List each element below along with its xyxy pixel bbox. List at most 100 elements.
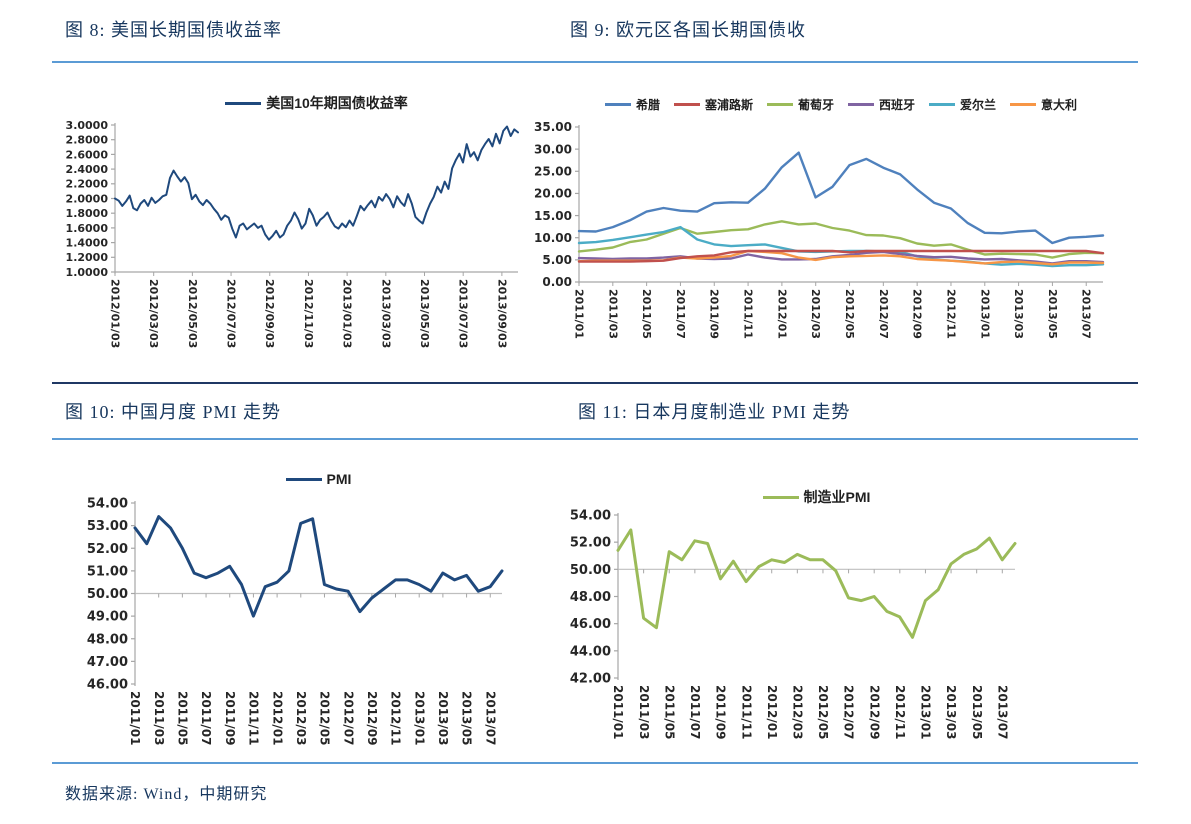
x-tick-label: 2012/07: [341, 691, 355, 745]
chart-eurozone-legend: 希腊 塞浦路斯 葡萄牙 西班牙 爱尔兰 意大利: [579, 96, 1103, 113]
chart-us-10y-legend: 美国10年期国债收益率: [115, 93, 518, 113]
y-tick-label: 50.00: [570, 563, 611, 578]
series-lines: [114, 125, 519, 241]
y-tick-label: 52.00: [87, 542, 128, 557]
x-tick-label: 2011/03: [637, 685, 651, 739]
y-tick-label: 2.0000: [66, 192, 109, 205]
x-tick-label: 2011/07: [199, 691, 213, 745]
y-tick-label: 1.0000: [66, 266, 109, 279]
chart-japan-pmi-legend: 制造业PMI: [618, 487, 1015, 507]
y-tick-label: 54.00: [570, 509, 611, 524]
y-tick-label: 48.00: [87, 632, 128, 647]
y-tick-label: 2.8000: [66, 134, 109, 147]
y-tick-label: 0.00: [542, 275, 572, 289]
y-tick-label: 49.00: [87, 610, 128, 625]
x-tick-label: 2012/01/03: [108, 279, 121, 348]
x-tick-label: 2012/05: [816, 685, 830, 739]
legend-line-swatch: [848, 103, 874, 106]
y-tick-label: 50.00: [87, 587, 128, 602]
figure-10-caption: 图 10: 中国月度 PMI 走势: [65, 402, 282, 422]
x-tick-label: 2011/09: [223, 691, 237, 745]
x-tick-label: 2012/07: [842, 685, 856, 739]
x-tick-label: 2011/01: [611, 685, 625, 739]
x-tick-label: 2013/03/03: [379, 279, 392, 348]
series-line-制造业PMI: [616, 528, 1017, 639]
x-tick-label: 2013/05: [460, 691, 474, 745]
series-line-美国10年期国债收益率: [114, 125, 519, 241]
y-tick-label: 1.2000: [66, 251, 109, 264]
y-tick-label: 25.00: [534, 164, 572, 178]
x-tick-label: 2013/05/03: [418, 279, 431, 348]
legend-label: 西班牙: [879, 98, 916, 112]
y-tick-label: 3.0000: [66, 119, 109, 132]
x-tick-label: 2013/03: [436, 691, 450, 745]
x-tick-label: 2013/05: [1046, 289, 1059, 339]
chart-china-pmi-legend: PMI: [135, 471, 502, 487]
divider-under-captions-row1: [52, 61, 1138, 63]
legend-label: 塞浦路斯: [704, 98, 753, 112]
x-tick-label: 2012/07/03: [225, 279, 238, 348]
legend-line-swatch: [929, 103, 956, 106]
x-tick-label: 2013/09/03: [495, 279, 508, 348]
x-tick-label: 2012/09: [867, 685, 881, 739]
y-tick-label: 42.00: [570, 672, 611, 687]
x-tick-label: 2011/09: [714, 685, 728, 739]
figure-11-caption: 图 11: 日本月度制造业 PMI 走势: [578, 402, 851, 422]
legend-item: 葡萄牙: [766, 96, 834, 113]
series-lines: [577, 151, 1105, 268]
y-tick-label: 30.00: [534, 142, 572, 156]
series-lines: [616, 528, 1017, 639]
legend-line-swatch: [604, 103, 631, 106]
axes: 35.0030.0025.0020.0015.0010.005.000.0020…: [534, 120, 1103, 339]
divider-above-captions-row2: [52, 382, 1138, 384]
divider-above-footer: [52, 762, 1138, 764]
legend-label: 爱尔兰: [960, 98, 997, 112]
x-tick-label: 2013/01: [978, 289, 991, 339]
x-tick-label: 2012/09: [911, 289, 924, 339]
x-tick-label: 2011/07: [674, 289, 687, 339]
x-tick-label: 2011/05: [640, 289, 653, 339]
y-tick-label: 1.8000: [66, 207, 109, 220]
x-tick-label: 2013/01: [412, 691, 426, 745]
x-tick-label: 2011/07: [688, 685, 702, 739]
legend-item: 希腊: [604, 96, 660, 113]
y-tick-label: 44.00: [570, 644, 611, 659]
series-line-塞浦路斯: [577, 249, 1105, 263]
x-tick-label: 2011/09: [708, 289, 721, 339]
x-tick-label: 2013/03: [1012, 289, 1025, 339]
x-tick-label: 2011/01: [572, 289, 585, 339]
x-tick-label: 2012/01: [270, 691, 284, 745]
x-tick-label: 2012/03: [809, 289, 822, 339]
figure-9-caption: 图 9: 欧元区各国长期国债收: [570, 20, 806, 40]
chart-china-pmi: 54.00 53.00 52.00 51.00 50.00 49.00 48.00 47.00…: [87, 497, 504, 745]
chart-eurozone-yields: 35.0030.0025.0020.0015.0010.005.000.0020…: [534, 120, 1105, 339]
x-tick-label: 2012/11: [893, 685, 907, 739]
y-tick-label: 52.00: [570, 536, 611, 551]
legend-item: 制造业PMI: [762, 487, 871, 507]
x-tick-label: 2013/07: [995, 685, 1009, 739]
y-tick-label: 5.00: [542, 253, 572, 267]
legend-line-swatch: [766, 103, 793, 106]
divider-under-captions-row2: [52, 438, 1138, 440]
chart-japan-pmi: 54.0052.0050.0048.0046.0044.0042.002011/…: [570, 509, 1017, 739]
legend-item: 美国10年期国债收益率: [225, 93, 408, 113]
y-tick-label: 2.2000: [66, 178, 109, 191]
x-tick-label: 2013/01/03: [341, 279, 354, 348]
y-tick-label: 1.6000: [66, 222, 109, 235]
x-tick-label: 2012/09: [365, 691, 379, 745]
legend-item: 意大利: [1010, 96, 1077, 113]
series-line-PMI: [133, 515, 504, 618]
x-tick-label: 2013/07/03: [457, 279, 470, 348]
y-tick-label: 10.00: [534, 231, 572, 245]
x-tick-label: 2012/01: [765, 685, 779, 739]
y-tick-label: 35.00: [534, 120, 572, 134]
legend-item: 西班牙: [848, 96, 915, 113]
y-tick-label: 20.00: [534, 187, 572, 201]
legend-label: PMI: [326, 471, 352, 487]
y-tick-label: 46.00: [87, 678, 128, 693]
series-lines: [133, 515, 504, 618]
y-tick-label: 46.00: [570, 617, 611, 632]
legend-label: 制造业PMI: [803, 489, 871, 505]
